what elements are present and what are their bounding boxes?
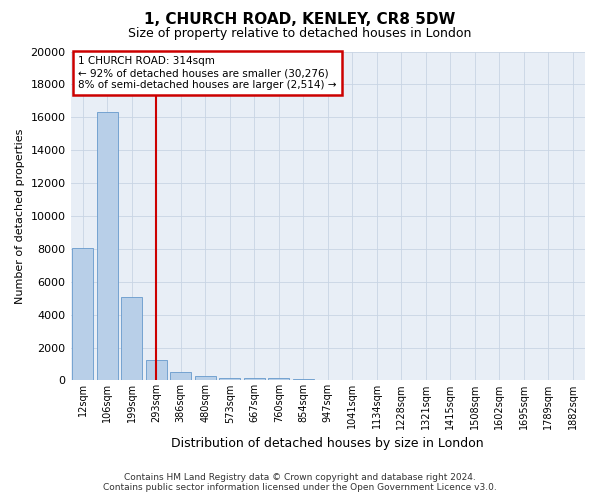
Bar <box>97 112 118 380</box>
Text: 1 CHURCH ROAD: 314sqm
← 92% of detached houses are smaller (30,276)
8% of semi-d: 1 CHURCH ROAD: 314sqm ← 92% of detached … <box>78 56 337 90</box>
Y-axis label: Number of detached properties: Number of detached properties <box>15 128 25 304</box>
Bar <box>220 378 240 380</box>
Text: Size of property relative to detached houses in London: Size of property relative to detached ho… <box>128 28 472 40</box>
Bar <box>293 378 314 380</box>
Bar <box>268 378 289 380</box>
Bar <box>244 378 265 380</box>
Text: 1, CHURCH ROAD, KENLEY, CR8 5DW: 1, CHURCH ROAD, KENLEY, CR8 5DW <box>145 12 455 28</box>
Bar <box>170 372 191 380</box>
Bar <box>195 376 215 380</box>
Bar <box>121 296 142 380</box>
Text: Contains HM Land Registry data © Crown copyright and database right 2024.
Contai: Contains HM Land Registry data © Crown c… <box>103 473 497 492</box>
X-axis label: Distribution of detached houses by size in London: Distribution of detached houses by size … <box>172 437 484 450</box>
Bar <box>73 248 93 380</box>
Bar <box>146 360 167 380</box>
